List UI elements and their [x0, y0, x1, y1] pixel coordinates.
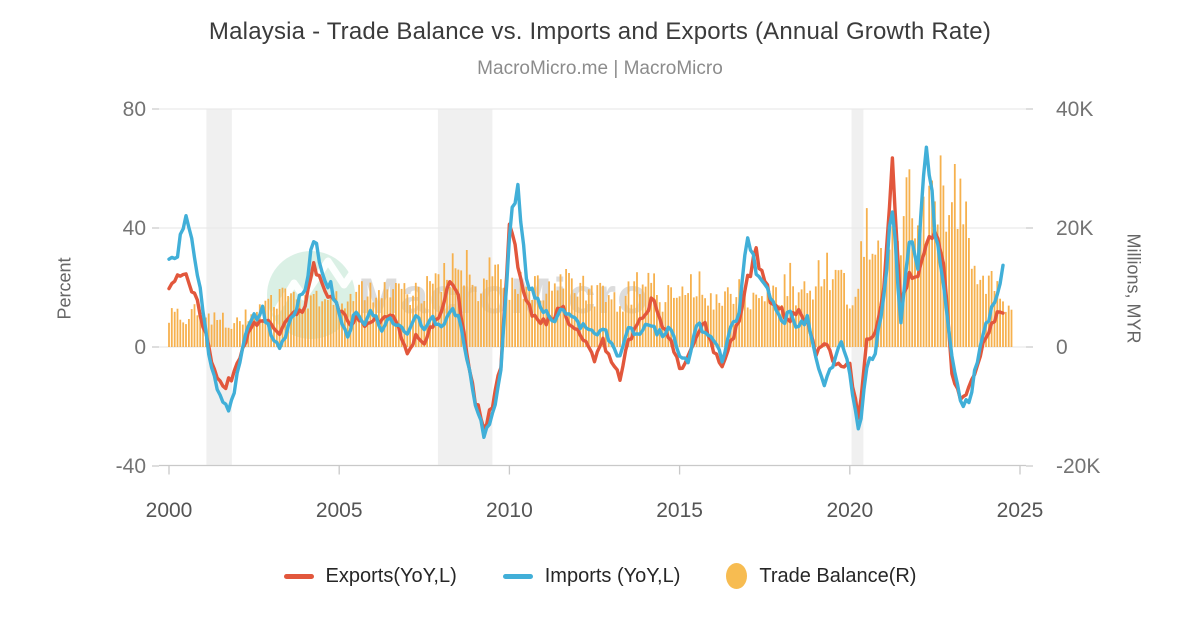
x-tick-label: 2010 [486, 499, 533, 522]
left-tick-label: 80 [123, 98, 146, 121]
right-tick-label: 0 [1056, 336, 1068, 359]
x-tick-label: 2020 [826, 499, 873, 522]
right-tick-label: -20K [1056, 455, 1100, 478]
x-tick-label: 2025 [997, 499, 1044, 522]
legend-line-swatch-icon [502, 573, 533, 579]
legend-item-imports[interactable]: Imports (YoY,L) [502, 564, 681, 588]
legend-line-swatch-icon [283, 573, 314, 579]
axes: 2000 2005 2010 2015 2020 2025 80 40 0 -40 40K 20K 0 -… [116, 98, 1101, 522]
x-tick-label: 2000 [146, 499, 193, 522]
legend-item-trade-balance[interactable]: Trade Balance(R) [726, 563, 916, 589]
exports-line[interactable] [167, 156, 1005, 431]
legend-item-label: Exports(YoY,L) [325, 564, 457, 587]
x-tick-label: 2005 [316, 499, 363, 522]
left-tick-label: 0 [134, 336, 146, 359]
legend-dot-swatch-icon [726, 563, 748, 589]
legend-item-label: Trade Balance(R) [759, 564, 917, 587]
x-tick-label: 2015 [656, 499, 703, 522]
chart-title: Malaysia - Trade Balance vs. Imports and… [208, 18, 992, 45]
left-tick-label: -40 [116, 455, 146, 478]
legend-item-exports[interactable]: Exports(YoY,L) [283, 564, 457, 588]
legend: Exports(YoY,L) Imports (YoY,L) Trade Balan… [0, 556, 1200, 596]
chart-subtitle: MacroMicro.me | MacroMicro [477, 58, 723, 79]
legend-item-label: Imports (YoY,L) [544, 564, 681, 587]
right-tick-label: 40K [1056, 98, 1093, 121]
right-tick-label: 20K [1056, 217, 1093, 240]
left-tick-label: 40 [123, 217, 146, 240]
imports-line[interactable] [167, 145, 1005, 439]
